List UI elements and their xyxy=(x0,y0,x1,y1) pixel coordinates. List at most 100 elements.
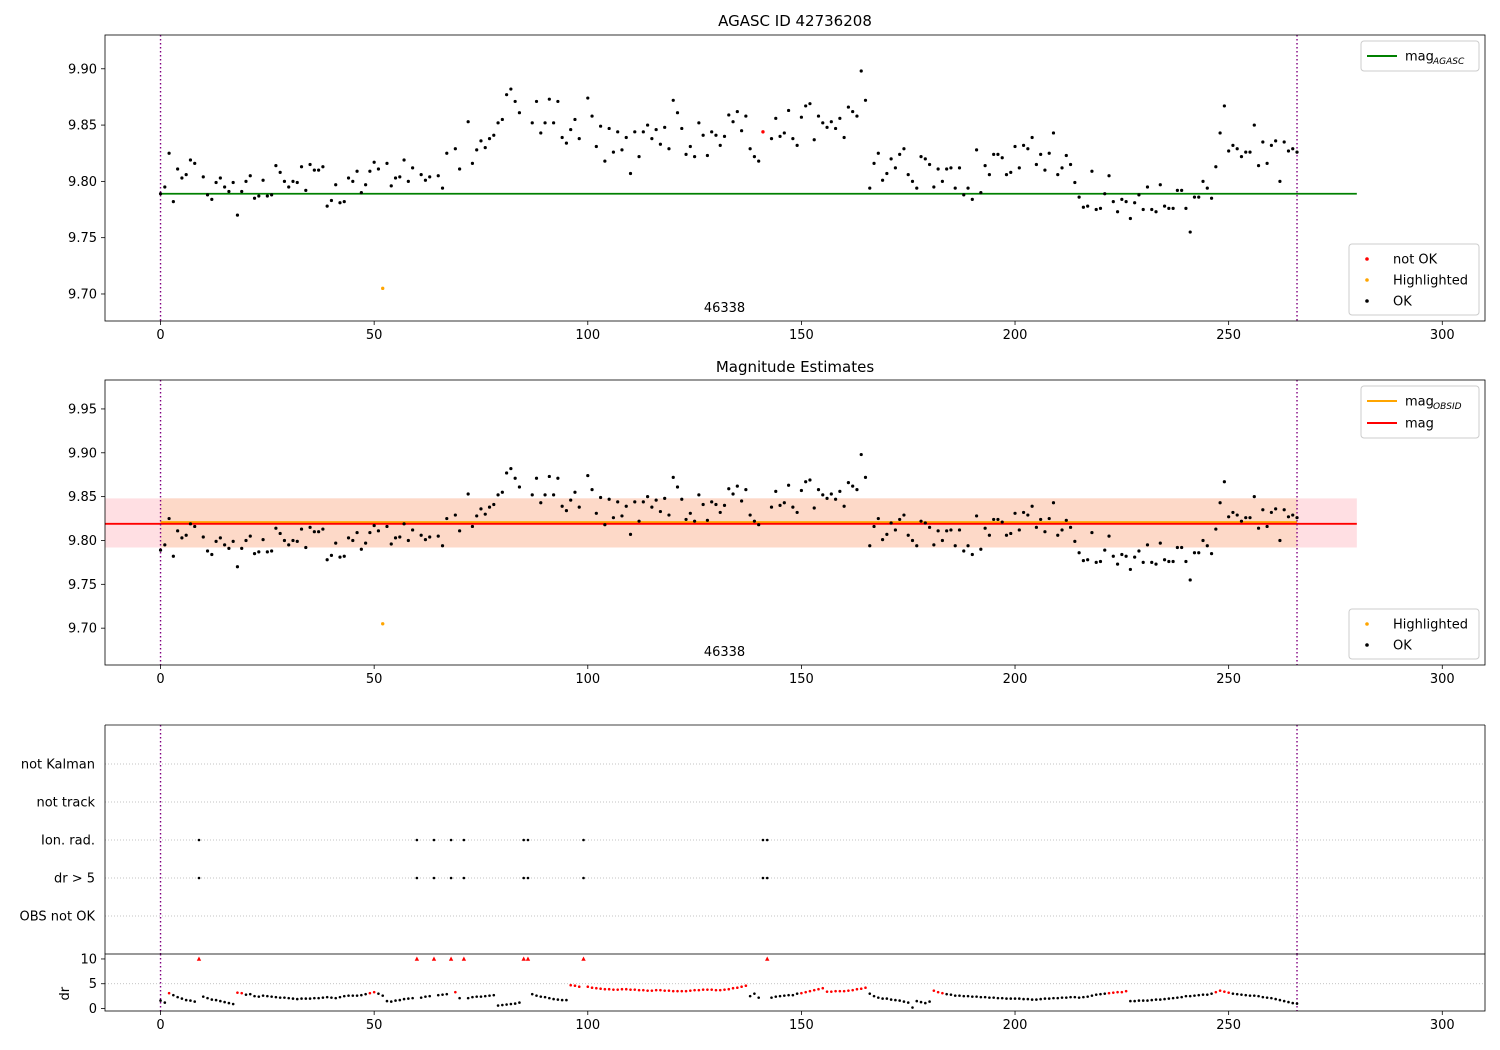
ok-point xyxy=(957,528,962,532)
dr-point xyxy=(1158,998,1162,1001)
ok-point xyxy=(287,543,291,547)
ok-point xyxy=(1154,562,1158,566)
x-tick-label: 250 xyxy=(1216,328,1241,343)
ok-point xyxy=(573,117,577,122)
ok-point xyxy=(637,155,641,159)
dr-point xyxy=(1274,997,1277,1001)
dr-flag-point xyxy=(432,876,436,880)
dr-flag-point xyxy=(415,876,419,880)
ok-point xyxy=(607,497,611,501)
dr-point xyxy=(458,996,461,1000)
dr-flag-point xyxy=(197,876,201,880)
dr-point xyxy=(351,994,355,997)
dr-point xyxy=(513,1002,517,1005)
ok-point xyxy=(1030,504,1034,508)
ok-point xyxy=(440,186,445,190)
dr-point xyxy=(953,994,957,997)
dr-point xyxy=(945,992,948,996)
dr-flagged-marker xyxy=(525,956,531,961)
dr-point xyxy=(479,995,483,998)
ok-point xyxy=(1218,131,1222,135)
ok-point xyxy=(505,471,509,475)
ok-point xyxy=(701,502,705,507)
ok-point xyxy=(940,538,944,543)
dr-point xyxy=(1060,996,1064,999)
ok-point xyxy=(1077,195,1081,199)
ok-point xyxy=(1098,206,1103,211)
ok-point xyxy=(265,550,269,554)
ok-point xyxy=(1124,554,1128,558)
x-tick-label: 200 xyxy=(1003,1018,1028,1033)
ok-point xyxy=(1158,183,1162,187)
x-tick-label: 300 xyxy=(1430,1018,1455,1033)
dr-point xyxy=(616,988,619,991)
ok-point xyxy=(1137,549,1141,553)
dr-point xyxy=(1005,997,1008,1000)
dr-point xyxy=(748,994,752,998)
ok-point xyxy=(641,500,645,504)
ok-point xyxy=(453,147,457,151)
ok-point xyxy=(470,161,475,165)
x-tick-label: 150 xyxy=(789,328,814,343)
ok-point xyxy=(812,138,816,142)
ok-point xyxy=(534,99,539,104)
y-tick-label: 9.75 xyxy=(68,578,97,593)
ok-point xyxy=(1004,533,1009,537)
ok-point xyxy=(1227,149,1231,153)
agasc-title: AGASC ID 42736208 xyxy=(718,12,872,30)
ok-point xyxy=(261,178,265,182)
dr-point xyxy=(847,989,850,992)
ok-point xyxy=(1060,528,1064,532)
ok-point xyxy=(1064,518,1068,522)
ok-point xyxy=(171,554,175,558)
ok-point xyxy=(1000,156,1004,160)
ok-point xyxy=(539,131,543,135)
ok-point xyxy=(876,516,880,521)
ok-point xyxy=(1218,501,1222,505)
ok-point xyxy=(1256,526,1261,530)
ok-point xyxy=(1162,204,1167,208)
dr-point xyxy=(834,989,837,993)
ok-point xyxy=(458,167,462,171)
ok-point xyxy=(1145,185,1150,189)
ok-point xyxy=(714,502,718,507)
ok-point xyxy=(1120,552,1124,557)
ok-point xyxy=(282,179,287,183)
ok-point xyxy=(240,546,244,550)
ok-point xyxy=(385,524,389,529)
ok-point xyxy=(372,160,376,164)
ok-point xyxy=(586,96,590,100)
dr-point xyxy=(338,995,342,999)
dr-point xyxy=(518,1001,521,1004)
ok-point xyxy=(1021,143,1026,147)
ok-point xyxy=(658,509,663,514)
ok-point xyxy=(1248,516,1252,520)
magnitude-estimates-plot: 9.70 9.75 9.80 9.85 9.90 9.95 0 50 100 150 200 250 3… xyxy=(68,379,1486,687)
ok-point xyxy=(1244,150,1248,154)
dr-point xyxy=(898,999,901,1002)
dr-point xyxy=(368,991,372,995)
ok-point xyxy=(240,189,244,194)
ok-point xyxy=(731,492,735,496)
ok-point xyxy=(846,105,851,109)
dr-point xyxy=(287,996,291,1000)
ok-point xyxy=(376,167,381,171)
dr-point xyxy=(718,988,722,992)
dr-point xyxy=(501,1003,504,1007)
flag-label: OBS not OK xyxy=(20,910,96,925)
ok-point xyxy=(321,165,325,169)
ok-point xyxy=(1034,162,1038,167)
ok-point xyxy=(1124,200,1128,204)
ok-point xyxy=(927,162,932,167)
ok-point xyxy=(282,538,287,543)
dr-point xyxy=(1069,995,1072,999)
legend-line-label: mag xyxy=(1405,417,1434,432)
ok-point xyxy=(1235,513,1239,517)
ok-point xyxy=(1043,168,1047,172)
ok-point xyxy=(1184,559,1188,564)
ok-point xyxy=(188,158,193,162)
dr-point xyxy=(902,1000,906,1003)
dr-point xyxy=(1124,989,1128,993)
dr-point xyxy=(727,987,731,991)
ok-point xyxy=(308,525,312,529)
